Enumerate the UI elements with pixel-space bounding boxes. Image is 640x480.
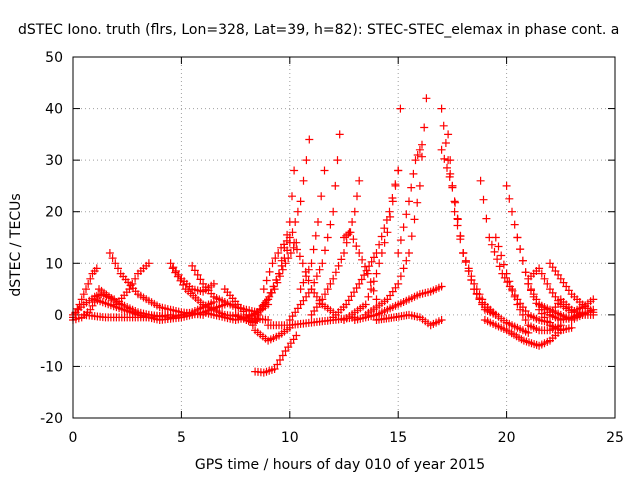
x-axis-label: GPS time / hours of day 010 of year 2015	[195, 457, 485, 473]
y-tick-label: 20	[45, 205, 63, 221]
series-markers	[251, 331, 301, 377]
series-25	[307, 176, 364, 319]
series-markers	[350, 282, 446, 324]
series-markers	[480, 316, 565, 350]
series-31	[372, 310, 446, 330]
series-26	[340, 228, 381, 304]
plot-area	[69, 94, 598, 377]
series-19	[251, 323, 294, 345]
chart-title: dSTEC Iono. truth (flrs, Lon=328, Lat=39…	[18, 22, 619, 38]
plot-border	[72, 56, 616, 419]
series-markers	[394, 140, 426, 257]
y-axis-label: dSTEC / TECUs	[8, 193, 24, 296]
series-markers	[296, 166, 329, 294]
grid-lines	[73, 57, 615, 418]
x-tick-label: 0	[69, 430, 78, 446]
x-tick-label: 20	[498, 430, 516, 446]
series-13	[220, 285, 251, 319]
series-markers	[253, 135, 314, 317]
series-markers	[437, 145, 500, 319]
series-40	[480, 316, 565, 350]
y-tick-label: 30	[45, 153, 63, 169]
series-markers	[361, 94, 431, 319]
series-markers	[535, 300, 598, 324]
series-markers	[340, 228, 381, 304]
series-33	[437, 104, 500, 319]
series-markers	[502, 181, 576, 335]
series-44	[535, 300, 598, 324]
x-tick-label: 10	[281, 430, 299, 446]
x-tick-label: 15	[389, 430, 407, 446]
series-20	[251, 331, 301, 377]
x-axis-ticks: 0 5 10 15 20 25	[69, 57, 624, 446]
series-markers	[437, 104, 500, 319]
series-17	[253, 135, 314, 317]
series-markers	[220, 285, 251, 319]
series-11	[144, 298, 218, 322]
series-markers	[251, 323, 294, 345]
y-tick-label: 40	[45, 102, 63, 118]
x-tick-label: 25	[606, 430, 624, 446]
series-27	[329, 166, 403, 322]
y-tick-label: 10	[45, 256, 63, 272]
series-18	[259, 233, 294, 294]
series-32	[394, 140, 426, 257]
series-23	[296, 166, 329, 294]
series-markers	[340, 104, 405, 324]
series-28	[340, 104, 405, 324]
series-38	[502, 181, 576, 335]
series-markers	[144, 298, 218, 322]
series-35	[437, 145, 500, 319]
y-tick-label: 50	[45, 50, 63, 66]
y-tick-label: -20	[40, 411, 63, 427]
series-29	[361, 94, 431, 319]
series-markers	[259, 233, 294, 294]
series-markers	[290, 238, 338, 317]
y-tick-label: -10	[40, 359, 63, 375]
series-markers	[372, 310, 446, 330]
y-axis-ticks: -20 -10 0 10 20 30 40 50	[40, 50, 615, 427]
series-30	[350, 282, 446, 324]
series-markers	[329, 166, 403, 322]
y-tick-label: 0	[54, 308, 63, 324]
series-markers	[307, 176, 364, 319]
series-24	[290, 238, 338, 317]
x-tick-label: 5	[177, 430, 186, 446]
